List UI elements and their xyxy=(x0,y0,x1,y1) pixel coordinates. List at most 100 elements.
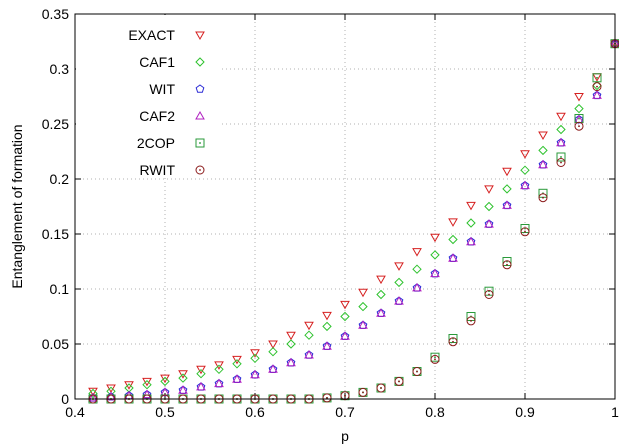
data-point xyxy=(358,320,368,329)
data-point xyxy=(304,330,314,340)
data-point xyxy=(538,159,548,169)
data-point xyxy=(232,355,242,365)
marker-center-dot xyxy=(578,117,580,120)
data-point xyxy=(484,201,494,212)
marker-center-dot xyxy=(524,227,526,230)
x-tick-label: 0.4 xyxy=(65,404,85,420)
data-point xyxy=(142,389,152,399)
data-point xyxy=(268,340,278,350)
data-point xyxy=(286,339,296,349)
data-point xyxy=(484,219,494,228)
data-point xyxy=(556,138,566,147)
marker-center-dot xyxy=(398,380,400,383)
marker-center-dot xyxy=(596,77,598,79)
data-point xyxy=(376,289,386,300)
data-point xyxy=(520,227,530,237)
data-point xyxy=(376,308,386,317)
data-point xyxy=(412,282,422,292)
data-point xyxy=(430,233,440,243)
data-point xyxy=(340,331,350,340)
y-tick-label: 0.35 xyxy=(42,6,69,22)
marker-center-dot xyxy=(452,337,454,340)
data-point xyxy=(394,277,404,288)
data-point xyxy=(232,359,242,369)
data-point xyxy=(250,349,260,358)
data-point xyxy=(196,368,206,379)
marker-ring xyxy=(430,354,440,364)
data-point xyxy=(520,165,530,175)
data-point xyxy=(358,288,368,298)
data-point xyxy=(286,357,296,367)
marker-center-dot xyxy=(560,156,562,158)
data-point xyxy=(484,185,494,194)
data-point xyxy=(178,385,188,394)
data-point xyxy=(412,283,422,292)
data-point xyxy=(376,383,386,393)
data-point xyxy=(250,369,260,379)
data-point xyxy=(538,131,548,141)
data-point xyxy=(394,262,404,271)
data-point xyxy=(214,378,224,388)
y-tick-label: 0.25 xyxy=(42,116,69,132)
data-point xyxy=(502,167,512,177)
x-tick-label: 0.5 xyxy=(155,404,175,420)
data-point xyxy=(574,93,584,102)
marker-ring xyxy=(376,383,386,393)
data-point xyxy=(196,365,206,375)
marker-center-dot xyxy=(596,85,598,88)
data-point xyxy=(142,379,152,390)
data-point xyxy=(304,349,314,359)
marker-ring xyxy=(322,393,332,403)
marker-center-dot xyxy=(506,263,508,266)
marker-center-dot xyxy=(506,260,508,263)
data-point xyxy=(286,358,296,367)
plot-frame xyxy=(74,13,616,400)
legend-label: RWIT xyxy=(139,162,175,178)
legend-marker xyxy=(195,57,205,67)
x-axis-label: p xyxy=(341,428,349,444)
marker-ring xyxy=(502,260,512,270)
marker-ring xyxy=(484,290,494,299)
y-tick-label: 0.15 xyxy=(42,226,69,242)
marker-center-dot xyxy=(488,293,490,296)
data-point xyxy=(322,341,332,350)
data-point xyxy=(448,234,458,245)
marker-center-dot xyxy=(380,387,382,389)
data-point xyxy=(430,352,440,362)
data-point xyxy=(394,296,404,305)
data-point xyxy=(592,82,602,92)
data-point xyxy=(502,184,512,194)
data-point xyxy=(268,364,278,373)
marker-center-dot xyxy=(344,394,346,397)
data-point xyxy=(358,387,368,397)
data-point xyxy=(88,392,98,402)
legend-background xyxy=(76,15,222,178)
y-tick-label: 0.3 xyxy=(50,61,70,77)
marker-ring xyxy=(448,337,458,347)
marker-ring xyxy=(592,82,602,92)
data-point xyxy=(214,378,224,388)
data-point xyxy=(178,370,188,379)
data-point xyxy=(484,290,494,299)
data-point xyxy=(448,253,458,262)
data-point xyxy=(592,90,602,99)
data-point xyxy=(376,275,386,285)
legend: EXACT CAF1 WIT CAF2 2COP RWIT xyxy=(76,15,222,178)
marker-ring xyxy=(556,158,566,167)
data-point xyxy=(106,384,116,394)
data-point xyxy=(214,361,224,370)
legend-label: WIT xyxy=(149,81,175,97)
marker-ring xyxy=(538,193,548,203)
marker-ring xyxy=(574,121,584,131)
data-point xyxy=(340,391,350,401)
data-point xyxy=(574,103,584,114)
data-point xyxy=(502,200,512,210)
y-tick-label: 0.05 xyxy=(42,336,69,352)
data-point xyxy=(88,388,98,399)
data-point xyxy=(394,296,404,305)
data-point xyxy=(448,218,458,227)
x-tick-label: 0.7 xyxy=(335,404,355,420)
data-point xyxy=(412,264,422,274)
data-point xyxy=(376,308,386,317)
